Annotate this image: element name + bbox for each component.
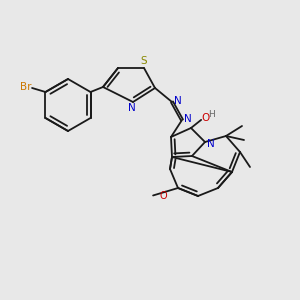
Text: H: H (208, 110, 214, 119)
Text: Br: Br (20, 82, 32, 92)
Text: O: O (160, 191, 167, 201)
Text: N: N (207, 139, 215, 149)
Text: N: N (184, 114, 192, 124)
Text: N: N (174, 96, 182, 106)
Text: N: N (128, 103, 136, 113)
Text: S: S (141, 56, 147, 66)
Text: O: O (201, 113, 209, 123)
